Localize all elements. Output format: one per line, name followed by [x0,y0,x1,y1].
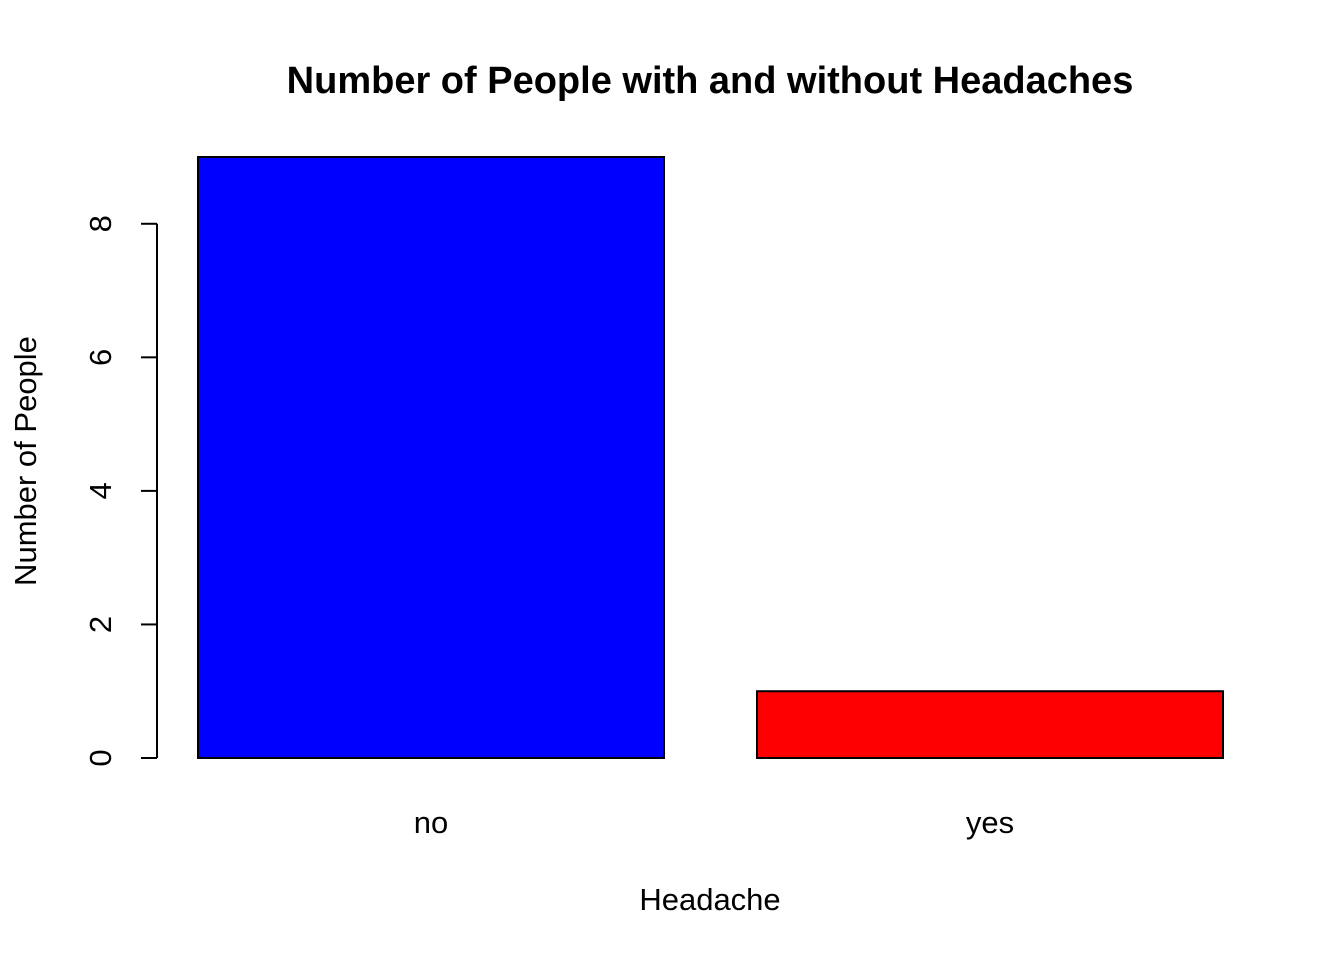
bar-yes [756,690,1224,760]
x-tick-label-no: no [414,805,448,840]
y-axis-label: Number of People [8,336,43,586]
y-tick-label: 8 [83,215,118,232]
bar-no [197,156,665,759]
chart-title: Number of People with and without Headac… [287,60,1134,102]
x-axis-label: Headache [639,882,780,917]
x-tick-labels-group: no yes [414,805,1014,840]
y-tick-label: 0 [83,749,118,766]
x-tick-label-yes: yes [966,805,1014,840]
y-tick-label: 6 [83,349,118,366]
y-ticks-group: 0 2 4 6 8 [83,215,157,767]
bars-group [197,156,1224,760]
y-tick-label: 2 [83,616,118,633]
y-tick-label: 4 [83,482,118,499]
